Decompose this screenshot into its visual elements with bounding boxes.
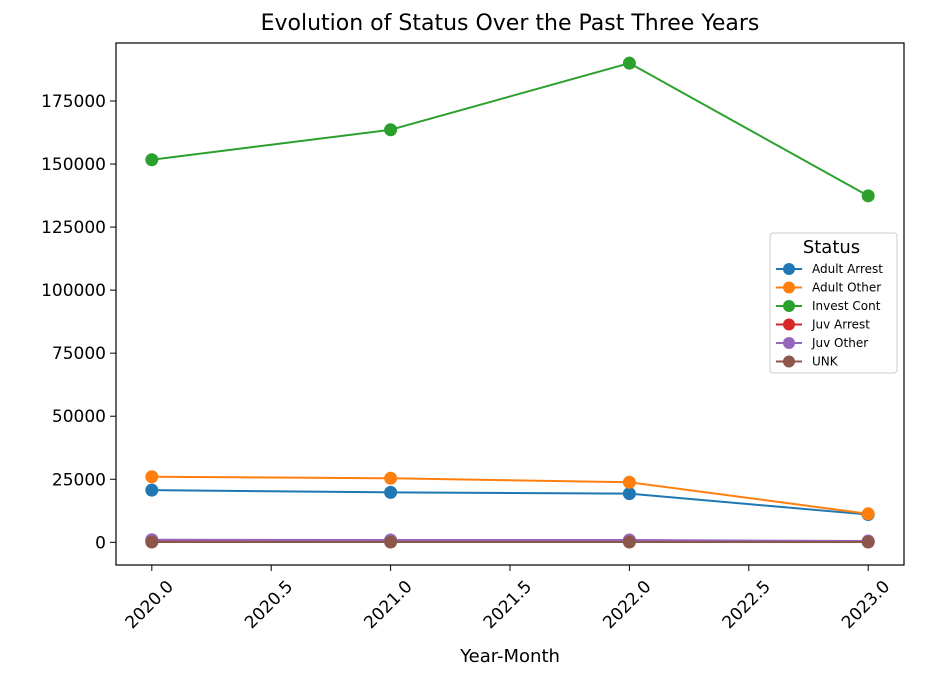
series-juv-other bbox=[145, 533, 875, 548]
x-tick-label: 2021.0 bbox=[360, 577, 416, 633]
legend: Status Adult Arrest Adult Other Invest Cont… bbox=[769, 232, 898, 374]
x-axis-label: Year-Month bbox=[459, 646, 560, 667]
x-tick-label: 2021.5 bbox=[480, 577, 536, 633]
x-tick-label: 2020.0 bbox=[122, 577, 178, 633]
x-axis: 2020.0 2020.5 2021.0 2021.5 2022.0 2022.5 2023… bbox=[122, 565, 894, 633]
legend-marker bbox=[783, 300, 795, 312]
data-point-invest-cont bbox=[384, 123, 398, 137]
legend-label: Adult Arrest bbox=[812, 262, 883, 276]
data-point-invest-cont bbox=[145, 153, 159, 167]
legend-label: UNK bbox=[812, 355, 839, 369]
legend-label: Invest Cont bbox=[812, 299, 881, 313]
y-tick-label: 25000 bbox=[52, 470, 106, 490]
legend-label: Adult Other bbox=[812, 281, 881, 295]
data-point-invest-cont bbox=[622, 56, 636, 70]
series-adult-other bbox=[145, 470, 875, 521]
legend-item-juv-other: Juv Other bbox=[776, 336, 868, 350]
data-point-adult-other bbox=[861, 507, 875, 521]
data-point-adult-arrest bbox=[384, 485, 398, 499]
x-tick-label: 2020.5 bbox=[241, 577, 297, 633]
legend-item-juv-arrest: Juv Arrest bbox=[776, 318, 870, 332]
legend-label: Juv Other bbox=[811, 336, 868, 350]
legend-marker bbox=[783, 263, 795, 275]
y-tick-label: 100000 bbox=[41, 281, 106, 301]
series-unk bbox=[145, 535, 875, 549]
data-point-unk bbox=[622, 535, 636, 549]
series-line-invest-cont bbox=[151, 62, 869, 197]
y-axis: 0 25000 50000 75000 100000 125000 150000 175000 bbox=[41, 92, 116, 553]
series-line-juv-other bbox=[151, 538, 869, 543]
y-tick-label: 75000 bbox=[52, 344, 106, 364]
data-point-unk bbox=[384, 535, 398, 549]
data-point-adult-other bbox=[384, 471, 398, 485]
y-tick-label: 150000 bbox=[41, 155, 106, 175]
y-tick-label: 0 bbox=[95, 533, 106, 553]
data-point-adult-arrest bbox=[145, 483, 159, 497]
legend-item-invest-cont: Invest Cont bbox=[776, 299, 881, 313]
data-point-adult-other bbox=[145, 470, 159, 484]
legend-marker bbox=[783, 281, 795, 294]
legend-item-unk: UNK bbox=[776, 355, 839, 369]
series-line-adult-arrest bbox=[151, 489, 869, 516]
legend-marker bbox=[783, 355, 795, 368]
legend-marker bbox=[783, 318, 795, 331]
legend-item-adult-other: Adult Other bbox=[776, 281, 881, 295]
data-point-adult-arrest bbox=[622, 487, 636, 501]
x-tick-label: 2022.0 bbox=[599, 577, 655, 633]
legend-item-adult-arrest: Adult Arrest bbox=[776, 262, 883, 276]
series-adult-arrest bbox=[145, 483, 875, 522]
series-invest-cont bbox=[145, 56, 875, 203]
legend-marker bbox=[783, 337, 795, 349]
data-point-unk bbox=[145, 535, 159, 549]
series-layer bbox=[145, 56, 875, 549]
series-line-adult-other bbox=[151, 475, 869, 515]
y-tick-label: 125000 bbox=[41, 218, 106, 238]
x-tick-label: 2023.0 bbox=[838, 577, 894, 633]
y-tick-label: 50000 bbox=[52, 407, 106, 427]
y-tick-label: 175000 bbox=[41, 92, 106, 112]
legend-title: Status bbox=[803, 237, 860, 258]
chart-title: Evolution of Status Over the Past Three … bbox=[261, 11, 760, 36]
x-tick-label: 2022.5 bbox=[719, 577, 775, 633]
data-point-invest-cont bbox=[861, 189, 875, 203]
legend-label: Juv Arrest bbox=[811, 318, 870, 332]
data-point-adult-other bbox=[622, 475, 636, 489]
data-point-unk bbox=[861, 535, 875, 549]
